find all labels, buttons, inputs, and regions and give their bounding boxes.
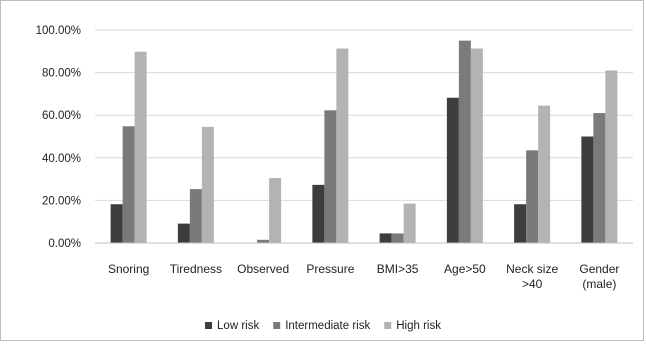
legend-swatch xyxy=(205,322,213,329)
bar xyxy=(189,189,202,243)
bar xyxy=(257,239,270,243)
y-tick-label: 60.00% xyxy=(42,110,81,122)
y-tick-label: 40.00% xyxy=(42,153,81,165)
bar xyxy=(324,110,337,244)
bar xyxy=(514,204,527,243)
bar xyxy=(122,126,135,243)
x-category-label: Tiredness xyxy=(170,262,222,276)
bar xyxy=(538,105,551,244)
bar xyxy=(269,178,282,243)
bar xyxy=(312,184,325,243)
bar xyxy=(177,223,190,243)
bar xyxy=(581,136,594,243)
bar xyxy=(201,126,214,243)
gridlines xyxy=(95,29,633,201)
y-tick-label: 80.00% xyxy=(42,68,81,80)
bar xyxy=(446,97,459,243)
bar xyxy=(134,51,147,244)
y-tick-label: 0.00% xyxy=(48,238,81,250)
y-tick-label: 100.00% xyxy=(36,25,81,37)
bar xyxy=(391,233,404,243)
bar xyxy=(336,48,349,243)
x-category-label: Age>50 xyxy=(444,262,486,276)
bar xyxy=(110,204,123,243)
bar xyxy=(526,150,539,243)
bar xyxy=(379,233,392,243)
legend: Low risk Intermediate risk High risk xyxy=(205,320,441,332)
x-category-label: Pressure xyxy=(306,262,354,276)
legend-label: Intermediate risk xyxy=(285,320,370,332)
y-tick-label: 20.00% xyxy=(42,195,81,207)
bars xyxy=(110,40,618,244)
x-category-label: BMI>35 xyxy=(377,262,419,276)
chart-frame: 0.00% 20.00% 40.00% 60.00% 80.00% 100.00% Sno… xyxy=(0,0,644,341)
x-category-label: Snoring xyxy=(108,262,149,276)
legend-swatch xyxy=(384,322,392,329)
bar xyxy=(593,113,606,243)
bar xyxy=(403,203,416,243)
y-axis-tick-labels: 0.00% 20.00% 40.00% 60.00% 80.00% 100.00% xyxy=(36,25,81,250)
legend-label: Low risk xyxy=(217,320,259,332)
bar xyxy=(605,70,618,243)
x-axis-category-labels: Snoring Tiredness Observed Pressure BMI>35 Ag… xyxy=(108,262,619,291)
legend-item: Intermediate risk xyxy=(273,320,370,332)
legend-item: High risk xyxy=(384,320,441,332)
legend-swatch xyxy=(273,322,281,329)
bar-chart: 0.00% 20.00% 40.00% 60.00% 80.00% 100.00% Sno… xyxy=(36,25,633,332)
x-category-label: Observed xyxy=(237,262,289,276)
legend-item: Low risk xyxy=(205,320,259,332)
x-category-label: Gender (male) xyxy=(579,262,619,291)
bar xyxy=(458,40,471,244)
legend-label: High risk xyxy=(396,320,441,332)
bar xyxy=(470,48,483,243)
x-category-label: Neck size >40 xyxy=(506,262,558,291)
